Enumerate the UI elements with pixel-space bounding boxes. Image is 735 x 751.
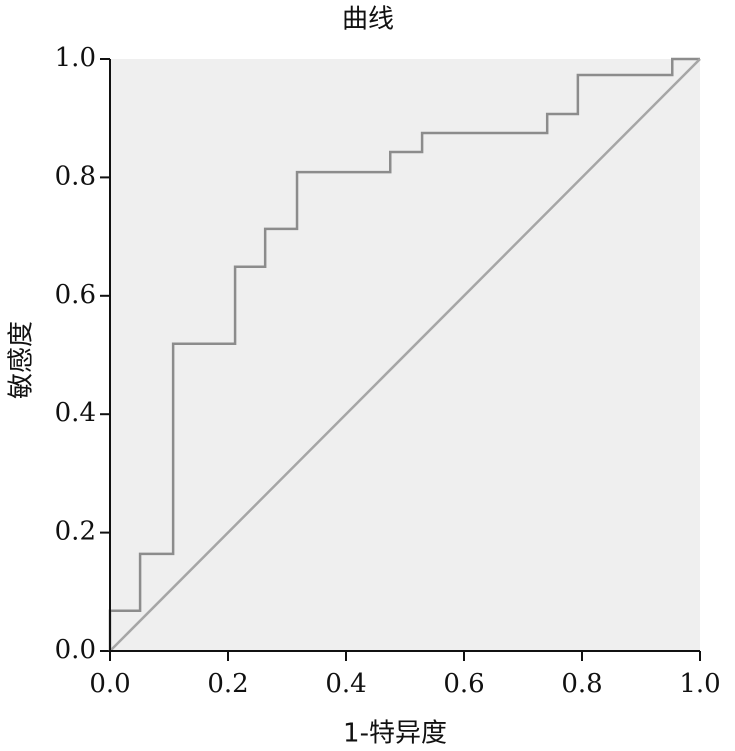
series-line — [109, 58, 701, 652]
x-tick-label: 0.0 — [89, 669, 130, 699]
y-tick-label: 1.0 — [55, 43, 96, 73]
y-tick-label: 0.4 — [55, 398, 96, 428]
y-tick-label: 0.8 — [55, 161, 96, 191]
series-line — [108, 57, 700, 651]
x-tick-label: 0.6 — [443, 669, 484, 699]
chart-title: 曲线 — [342, 5, 394, 35]
y-tick-label: 0.6 — [55, 280, 96, 310]
x-axis-label: 1-特异度 — [343, 719, 447, 749]
y-tick-label: 0.2 — [55, 517, 96, 547]
x-tick-label: 1.0 — [679, 669, 720, 699]
x-tick-label: 0.8 — [561, 669, 602, 699]
y-axis-label: 敏感度 — [7, 321, 37, 399]
y-tick-label: 0.0 — [55, 635, 96, 665]
x-tick-label: 0.2 — [207, 669, 248, 699]
x-tick-label: 0.4 — [325, 669, 366, 699]
